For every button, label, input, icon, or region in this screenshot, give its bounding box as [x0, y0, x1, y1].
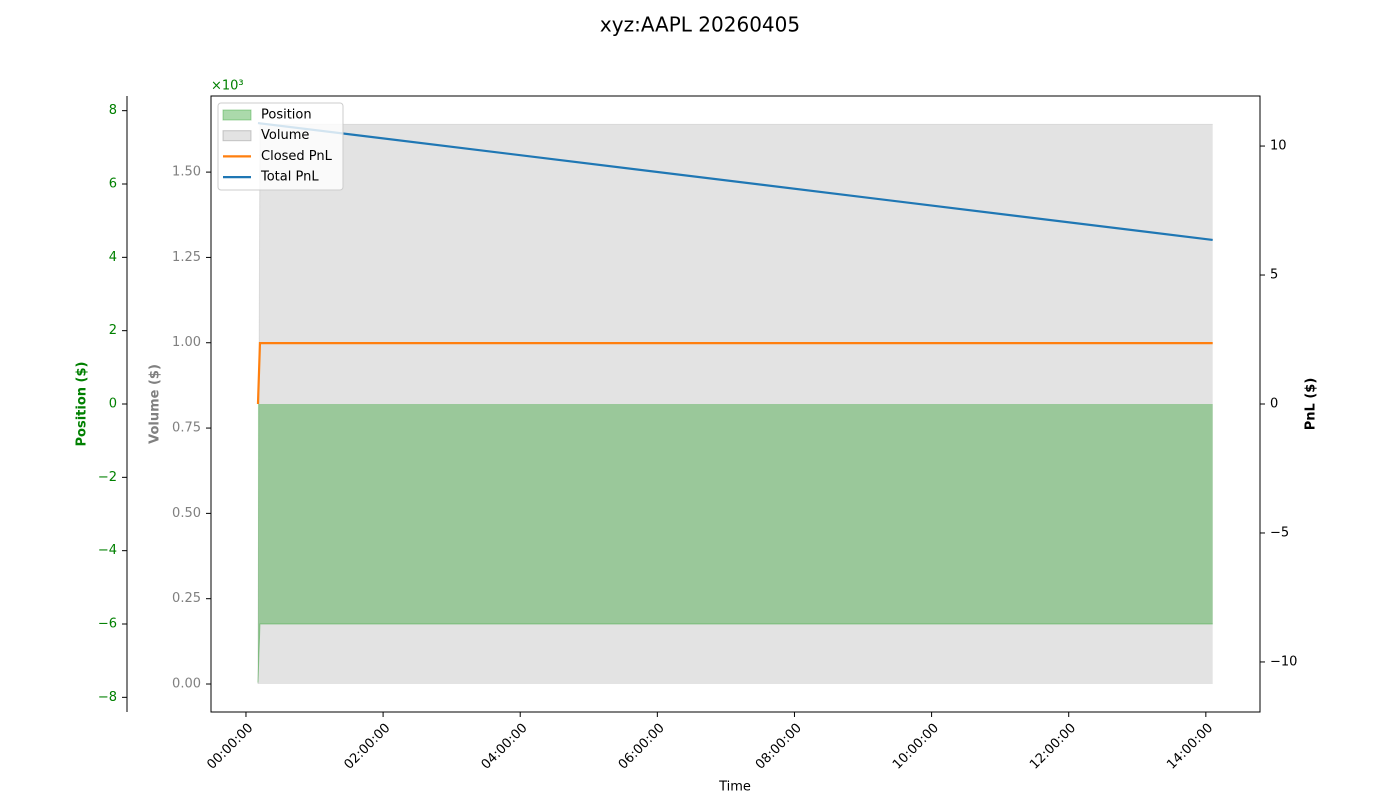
legend-label: Position [261, 108, 312, 123]
x-axis-label: Time [718, 780, 751, 795]
legend-label: Total PnL [260, 170, 319, 185]
legend-swatch [222, 109, 252, 121]
y2-tick-label: 10 [1270, 139, 1287, 154]
y-tick-label: −8 [98, 690, 117, 705]
y-axis-label: Position ($) [75, 362, 90, 447]
y3-tick-label: 0.75 [172, 421, 201, 436]
legend-box [217, 102, 344, 191]
y-tick-label: 0 [109, 397, 117, 412]
y2-tick-label: −5 [1270, 525, 1289, 540]
x-tick-label: 12:00:00 [1027, 721, 1079, 773]
y3-tick-label: 1.25 [172, 250, 201, 265]
x-tick-label: 02:00:00 [341, 721, 393, 773]
y-tick-label: −4 [98, 543, 117, 558]
y2-tick-label: 5 [1270, 268, 1278, 283]
y-tick-label: 2 [109, 323, 117, 338]
chart-title: xyz:AAPL 20260405 [600, 13, 800, 37]
y3-tick-label: 0.25 [172, 591, 201, 606]
y3-axis-label: Volume ($) [148, 364, 163, 444]
y-tick-label: 6 [109, 177, 117, 192]
y-tick-label: −6 [98, 617, 117, 632]
x-tick-label: 14:00:00 [1164, 721, 1216, 773]
y3-tick-label: 0.00 [172, 677, 201, 692]
x-tick-label: 00:00:00 [204, 721, 256, 773]
x-tick-label: 04:00:00 [479, 721, 531, 773]
legend-swatch [222, 130, 252, 142]
y3-tick-label: 0.50 [172, 506, 201, 521]
area-fill [257, 124, 1213, 685]
legend-label: Volume [261, 128, 309, 143]
x-tick-label: 08:00:00 [753, 721, 805, 773]
legend-label: Closed PnL [261, 149, 333, 164]
y-offset-label: ×10³ [211, 79, 244, 94]
y-tick-label: 4 [109, 250, 117, 265]
y2-tick-label: 0 [1270, 397, 1278, 412]
y2-tick-label: −10 [1270, 654, 1297, 669]
line [256, 342, 1213, 405]
x-tick-label: 06:00:00 [616, 721, 668, 773]
x-tick-label: 10:00:00 [890, 721, 942, 773]
y3-tick-label: 1.00 [172, 335, 201, 350]
y-tick-label: −2 [98, 470, 117, 485]
y2-axis-label: PnL ($) [1304, 378, 1319, 431]
y3-tick-label: 1.50 [172, 165, 201, 180]
y-tick-label: 8 [109, 103, 117, 118]
area-fill [257, 404, 1213, 683]
area-edge [257, 623, 1213, 683]
